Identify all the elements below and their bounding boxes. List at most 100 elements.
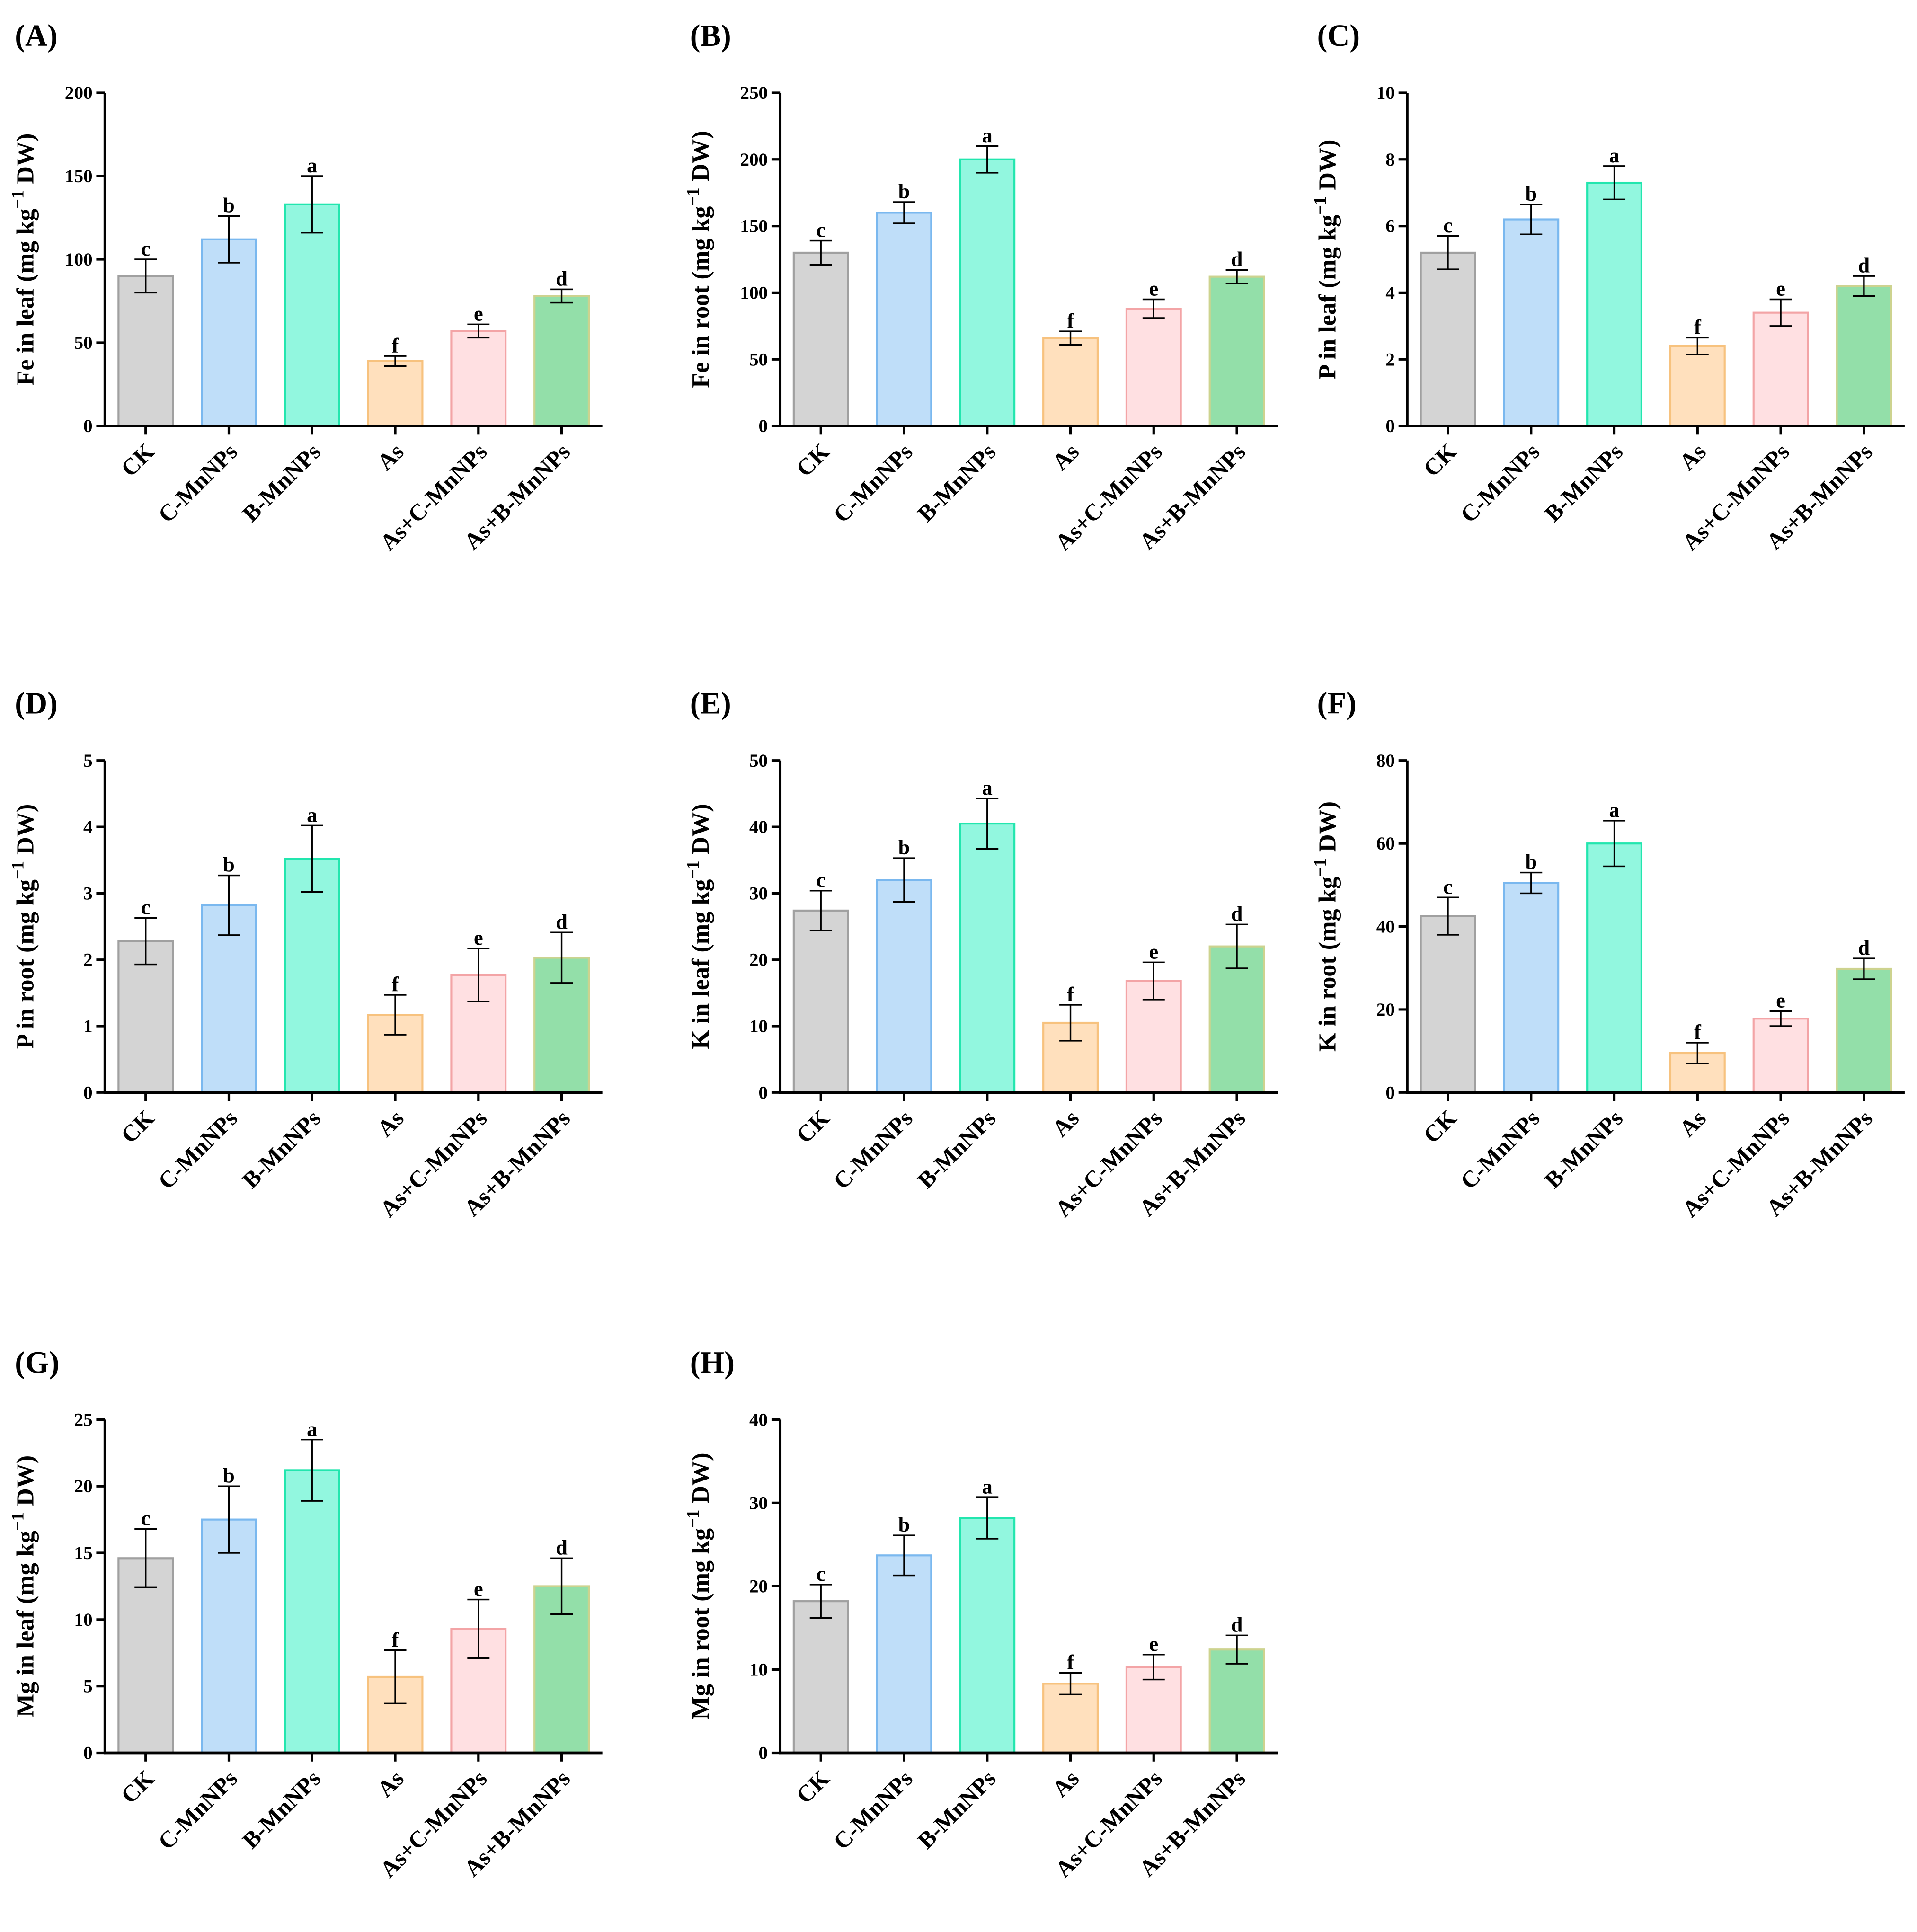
significance-letter: b (1525, 850, 1537, 874)
x-tick-label: As (372, 1105, 409, 1142)
y-tick-label: 200 (740, 150, 768, 170)
significance-letter: c (816, 218, 825, 242)
y-tick-label: 0 (83, 1743, 93, 1764)
bar-as (1669, 345, 1726, 427)
x-tick-label: C-MnNPs (828, 1765, 918, 1855)
y-tick-label: 4 (1385, 283, 1395, 303)
significance-letter: d (1231, 248, 1243, 271)
panel-label: (C) (1317, 19, 1360, 53)
y-tick-label: 10 (74, 1610, 92, 1630)
significance-letter: f (1067, 982, 1074, 1006)
bar-b-mnnps (1586, 181, 1643, 427)
significance-letter: d (556, 267, 568, 291)
panel-label: (A) (15, 19, 58, 53)
panel-b: (B) Fe in root (mg kg−1 DW) 0 50 100 150 200 25… (683, 19, 1278, 556)
significance-letter: e (1776, 989, 1785, 1012)
significance-letter: e (1149, 1632, 1158, 1656)
y-tick-label: 50 (749, 751, 768, 771)
x-tick-label: As (1047, 438, 1084, 475)
x-tick-label: C-MnNPs (828, 1105, 918, 1195)
y-axis-label-tail: DW) (12, 1455, 39, 1512)
significance-letter: d (1858, 936, 1870, 959)
y-tick-label: 0 (83, 416, 93, 436)
y-tick-label: 10 (1376, 83, 1395, 103)
y-tick-label: 25 (74, 1409, 92, 1430)
significance-letter: a (307, 803, 317, 826)
bar-c-mnnps (876, 212, 932, 427)
y-axis-label-tail: DW) (1314, 801, 1341, 858)
x-tick-label: B-MnNPs (1539, 1105, 1628, 1194)
bar-as-plus-b-mnnps (1836, 967, 1892, 1094)
bar-ck (1420, 915, 1476, 1094)
bar-b-mnnps (1586, 842, 1643, 1094)
significance-letter: d (556, 910, 568, 933)
x-tick-label: B-MnNPs (913, 1105, 1001, 1194)
y-tick-label: 20 (749, 1576, 768, 1596)
y-axis-label-superscript: −1 (8, 861, 27, 879)
y-axis-label: Mg in leaf (mg kg−1 DW) (8, 1455, 39, 1717)
significance-letter: c (141, 895, 151, 919)
significance-letter: d (1231, 902, 1243, 926)
bar-c-mnnps (201, 1518, 257, 1754)
y-tick-label: 2 (1385, 349, 1395, 370)
x-tick-label: B-MnNPs (237, 1765, 326, 1854)
significance-letter: d (556, 1535, 568, 1559)
y-tick-label: 100 (740, 283, 768, 303)
panel-h: (H) Mg in root (mg kg−1 DW) 0 10 20 30 40 c CK b C… (683, 1346, 1278, 1882)
bar-b-mnnps (284, 203, 340, 427)
significance-letter: f (1694, 315, 1702, 339)
significance-letter: f (1067, 309, 1074, 332)
y-axis-label-superscript: −1 (683, 1510, 702, 1528)
bar-ck (117, 275, 174, 427)
significance-letter: c (816, 868, 825, 892)
y-axis-label-main: Fe in root (mg kg (687, 206, 714, 388)
y-axis-label-superscript: −1 (683, 187, 702, 206)
y-tick-label: 0 (1385, 416, 1395, 436)
x-tick-label: CK (791, 1765, 834, 1808)
y-tick-label: 1 (83, 1016, 93, 1037)
significance-letter: b (1525, 182, 1537, 205)
x-tick-label: B-MnNPs (913, 438, 1001, 527)
x-tick-label: As (1047, 1765, 1084, 1802)
y-axis-label-main: Fe in leaf (mg kg (12, 209, 39, 386)
y-axis-label-main: P in root (mg kg (12, 879, 39, 1049)
y-axis-label-main: K in root (mg kg (1314, 877, 1341, 1052)
y-tick-label: 3 (83, 883, 93, 904)
y-axis-label-superscript: −1 (8, 190, 27, 209)
significance-letter: b (898, 179, 910, 203)
x-tick-label: CK (791, 1105, 834, 1148)
y-axis-label-superscript: −1 (8, 1512, 27, 1531)
y-tick-label: 5 (83, 1676, 93, 1697)
panel-label: (D) (15, 687, 58, 721)
y-tick-label: 8 (1385, 150, 1395, 170)
x-tick-label: As (1674, 1105, 1711, 1142)
y-tick-label: 0 (759, 416, 768, 436)
significance-letter: d (1231, 1613, 1243, 1636)
bar-as-plus-c-mnnps (1125, 980, 1182, 1094)
y-axis-label-tail: DW) (687, 1453, 714, 1510)
y-axis-label-tail: DW) (1314, 140, 1341, 196)
y-tick-label: 20 (1376, 1000, 1395, 1020)
significance-letter: f (1694, 1020, 1702, 1044)
bar-ck (1420, 251, 1476, 427)
x-tick-label: B-MnNPs (237, 438, 326, 527)
x-tick-label: B-MnNPs (1539, 438, 1628, 527)
x-tick-label: C-MnNPs (153, 438, 242, 528)
y-tick-label: 0 (1385, 1082, 1395, 1103)
significance-letter: b (223, 1463, 235, 1487)
significance-letter: e (1776, 277, 1785, 301)
significance-letter: c (816, 1562, 825, 1586)
bar-b-mnnps (959, 822, 1016, 1094)
y-axis-label-main: K in leaf (mg kg (687, 879, 714, 1049)
bar-as-plus-c-mnnps (450, 330, 507, 427)
bar-as-plus-b-mnnps (1208, 1648, 1265, 1754)
significance-letter: d (1858, 253, 1870, 277)
significance-letter: a (982, 776, 993, 799)
significance-letter: c (1443, 213, 1453, 237)
y-axis-label-superscript: −1 (683, 861, 702, 879)
bar-as-plus-b-mnnps (1208, 275, 1265, 427)
panel-c: (C) P in leaf (mg kg−1 DW) 0 2 4 6 8 10 c CK b C-Mn… (1310, 19, 1905, 556)
y-axis-label-tail: DW) (12, 804, 39, 861)
significance-letter: f (392, 1628, 399, 1651)
significance-letter: b (223, 853, 235, 877)
